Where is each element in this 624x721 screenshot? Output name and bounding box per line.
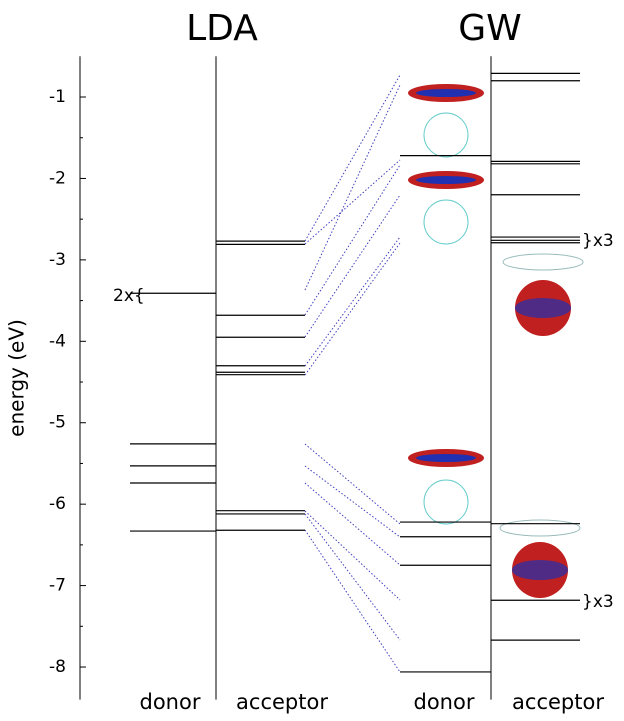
y-tick-label: -4 (49, 331, 66, 351)
column-label: acceptor (236, 690, 328, 714)
annotation: }x3 (582, 592, 614, 612)
y-tick-label: -8 (49, 657, 66, 677)
column-label: acceptor (512, 690, 604, 714)
column-label: donor (140, 690, 201, 714)
y-tick-label: -3 (49, 250, 66, 270)
chart: LDA GW energy (eV) donor acceptor donor … (0, 0, 624, 717)
y-tick-label: -2 (49, 168, 66, 188)
y-tick-label: -6 (49, 494, 66, 514)
annotation: 2x{ (113, 286, 145, 306)
y-tick-label: -1 (49, 87, 66, 107)
annotation: }x3 (582, 231, 614, 251)
panel-title: GW (458, 8, 522, 49)
y-axis-label: energy (eV) (5, 319, 29, 437)
panel-title: LDA (186, 8, 258, 49)
connector-lines (305, 75, 400, 672)
y-tick-label: -7 (49, 576, 66, 596)
y-tick-label: -5 (49, 413, 66, 433)
column-label: donor (414, 690, 475, 714)
